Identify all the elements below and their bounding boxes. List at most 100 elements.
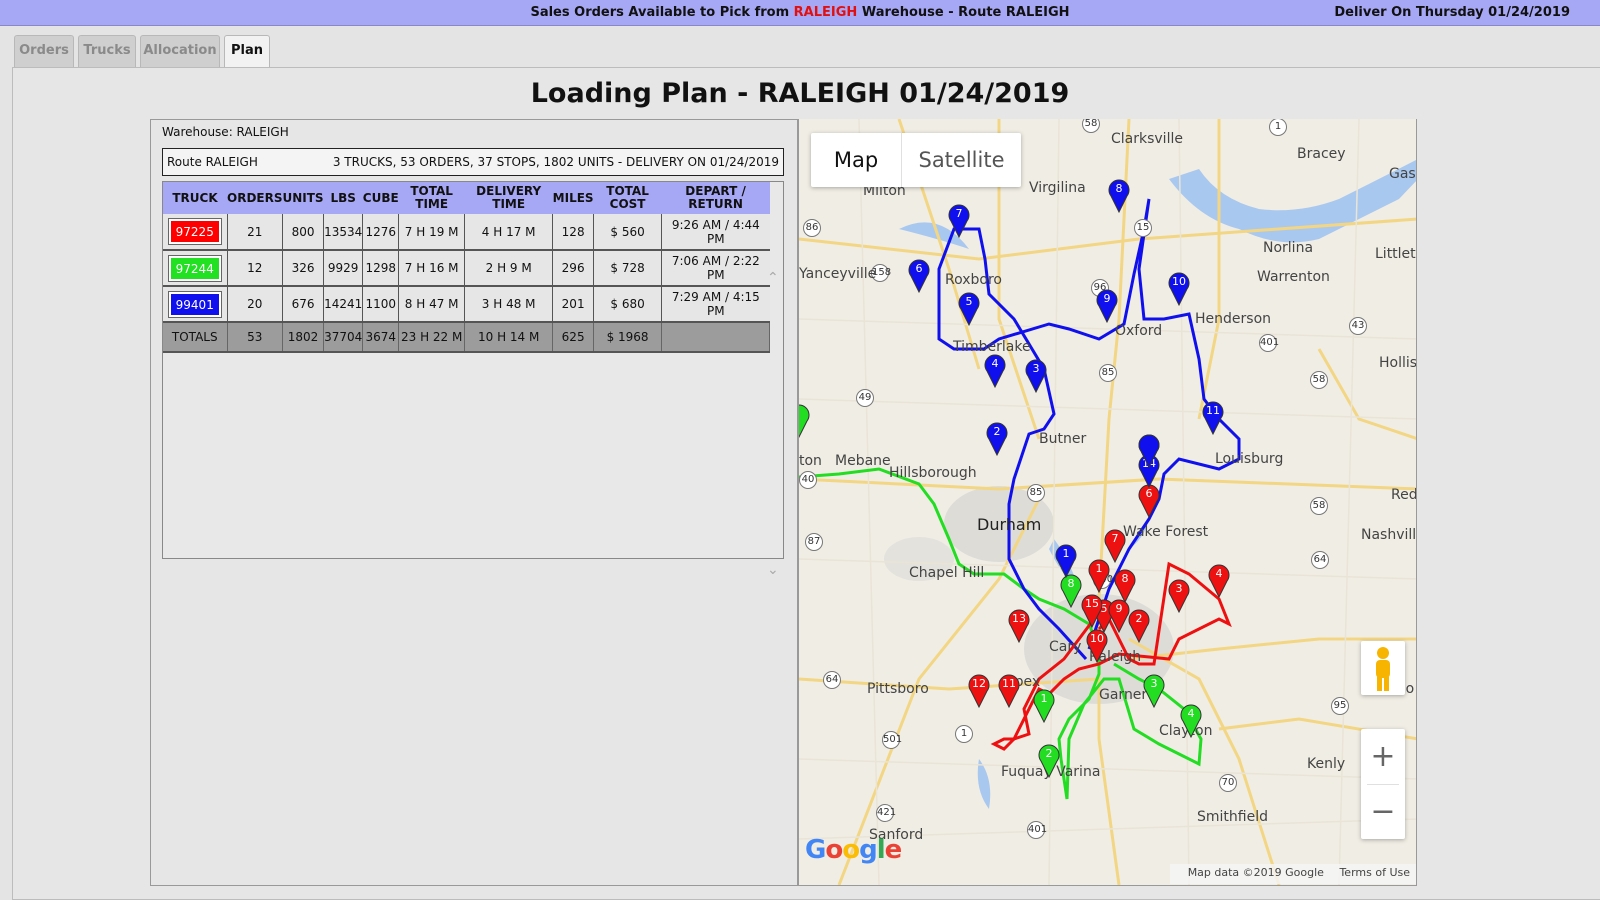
town-label: Milton — [863, 183, 906, 199]
map-pin-label: 7 — [955, 207, 963, 220]
table-row[interactable]: 99401 20 676 14241 1100 8 H 47 M 3 H 48 … — [163, 286, 770, 323]
cost-cell: $ 560 — [593, 214, 663, 251]
column-header[interactable]: LBS — [323, 182, 363, 214]
map-pin-blue[interactable]: 5 — [958, 292, 980, 327]
column-header[interactable]: ORDERS — [227, 182, 283, 214]
table-row[interactable]: 97225 21 800 13534 1276 7 H 19 M 4 H 17 … — [163, 214, 770, 251]
delivery-time-cell: 3 H 48 M — [464, 286, 554, 323]
map-pin-red[interactable]: 2 — [1128, 609, 1150, 644]
column-header[interactable]: MILES — [552, 182, 594, 214]
map-pin-blue[interactable]: 4 — [984, 354, 1006, 389]
column-header[interactable]: TOTAL TIME — [398, 182, 465, 214]
map-pin-label: 2 — [1045, 747, 1053, 760]
map-pin-red[interactable]: 4 — [1208, 564, 1230, 599]
google-logo[interactable]: Google — [805, 835, 902, 865]
map-pin-red[interactable]: 8 — [1114, 569, 1136, 604]
zoom-out-button[interactable]: − — [1370, 794, 1396, 829]
town-label: Warrenton — [1257, 269, 1330, 285]
column-header[interactable]: UNITS — [282, 182, 324, 214]
orders-cell: 12 — [227, 250, 283, 287]
map-pin-green[interactable]: 2 — [1038, 744, 1060, 779]
truck-table-container[interactable]: TRUCK ORDERS UNITS LBS CUBE TOTAL TIME D… — [162, 181, 784, 578]
town-label: Littlet — [1375, 246, 1416, 262]
highway-shield: 64 — [823, 671, 841, 689]
map-pin-blue[interactable]: 9 — [1096, 289, 1118, 324]
town-label: Garner — [1099, 687, 1148, 703]
delivery-time-cell: 2 H 9 M — [464, 250, 554, 287]
scroll-up-icon[interactable]: ⌃ — [767, 270, 779, 286]
truck-cell: 97225 — [163, 214, 228, 251]
tab-allocation[interactable]: Allocation — [140, 35, 220, 67]
map-pin-blue[interactable]: 2 — [986, 422, 1008, 457]
orders-total: 53 — [227, 322, 283, 353]
map-pin-blue[interactable]: 6 — [908, 259, 930, 294]
map-pin-red[interactable]: 7 — [1104, 529, 1126, 564]
map-pin-blue[interactable]: 7 — [948, 204, 970, 239]
map-pin-red[interactable]: 3 — [1168, 579, 1190, 614]
orders-cell: 21 — [227, 214, 283, 251]
route-name: Route RALEIGH — [167, 155, 258, 169]
map-pin-red[interactable]: 6 — [1138, 484, 1160, 519]
zoom-in-button[interactable]: + — [1370, 739, 1396, 774]
map-pin-green[interactable]: 3 — [1143, 674, 1165, 709]
column-header[interactable]: TRUCK — [163, 182, 227, 214]
column-header[interactable]: TOTAL COST — [593, 182, 662, 214]
highway-shield: 1 — [1269, 119, 1287, 136]
map-pin-blue[interactable] — [1138, 434, 1160, 469]
map-pin-green[interactable]: 1 — [1033, 689, 1055, 724]
map-pin-blue[interactable]: 10 — [1168, 272, 1190, 307]
map-data-credit[interactable]: Map data ©2019 Google — [1187, 866, 1324, 879]
map-pin-blue[interactable]: 1 — [1055, 544, 1077, 579]
units-total: 1802 — [282, 322, 325, 353]
column-header[interactable]: CUBE — [362, 182, 399, 214]
town-label: Nashville — [1361, 527, 1416, 543]
column-header[interactable]: DEPART / RETURN — [661, 182, 770, 214]
map-pin-blue[interactable]: 3 — [1025, 359, 1047, 394]
map-pin-green[interactable]: 8 — [1060, 574, 1082, 609]
miles-cell: 201 — [552, 286, 595, 323]
highway-shield: 501 — [882, 731, 902, 749]
map-type-control: Map Satellite — [811, 133, 1021, 187]
map-pin-green[interactable]: 4 — [1180, 704, 1202, 739]
cube-total: 3674 — [362, 322, 400, 353]
delivery-time-cell: 4 H 17 M — [464, 214, 554, 251]
highway-shield: 421 — [876, 804, 896, 822]
map-pin-red[interactable]: 9 — [1108, 599, 1130, 634]
map-pin-label: 3 — [1150, 677, 1158, 690]
map-type-map-button[interactable]: Map — [833, 148, 879, 172]
truck-button[interactable]: 99401 — [167, 290, 222, 318]
zoom-control: + − — [1361, 729, 1405, 839]
town-label: Chapel Hill — [909, 565, 985, 581]
map-pin-red[interactable]: 11 — [998, 674, 1020, 709]
street-view-control[interactable] — [1361, 641, 1405, 695]
delivery-time-total: 10 H 14 M — [464, 322, 554, 353]
map-type-satellite-button[interactable]: Satellite — [901, 133, 1021, 187]
truck-button[interactable]: 97225 — [167, 218, 222, 245]
route-map[interactable]: 58 86 158 96 85 43 401 49 58 85 40 87 54… — [797, 119, 1416, 885]
map-pin-red[interactable]: 10 — [1086, 629, 1108, 664]
tab-trucks[interactable]: Trucks — [78, 35, 136, 67]
map-pin-green[interactable] — [799, 404, 810, 439]
map-pin-red[interactable]: 1 — [1088, 559, 1110, 594]
scroll-down-icon[interactable]: ⌄ — [767, 562, 779, 578]
terms-of-use-link[interactable]: Terms of Use — [1339, 866, 1410, 879]
tab-plan[interactable]: Plan — [224, 35, 270, 68]
map-pin-blue[interactable]: 11 — [1202, 401, 1224, 436]
cube-cell: 1100 — [362, 286, 400, 323]
column-header[interactable]: DELIVERY TIME — [464, 182, 553, 214]
map-pin-label: 6 — [915, 262, 923, 275]
town-label: Yanceyville — [799, 266, 877, 282]
map-pin-label: 9 — [1103, 292, 1111, 305]
map-pin-blue[interactable]: 8 — [1108, 179, 1130, 214]
highway-shield: 64 — [1311, 551, 1329, 569]
map-pin-red[interactable]: 12 — [968, 674, 990, 709]
town-label: Cary — [1049, 639, 1082, 655]
tab-orders[interactable]: Orders — [14, 35, 74, 67]
truck-button[interactable]: 97244 — [167, 254, 222, 282]
map-pin-red[interactable]: 15 — [1081, 594, 1103, 629]
town-label: Kenly — [1307, 756, 1346, 772]
table-row[interactable]: 97244 12 326 9929 1298 7 H 16 M 2 H 9 M … — [163, 250, 770, 287]
town-label: Durham — [977, 515, 1042, 534]
map-pin-red[interactable]: 13 — [1008, 609, 1030, 644]
highway-shield: 40 — [799, 471, 817, 489]
